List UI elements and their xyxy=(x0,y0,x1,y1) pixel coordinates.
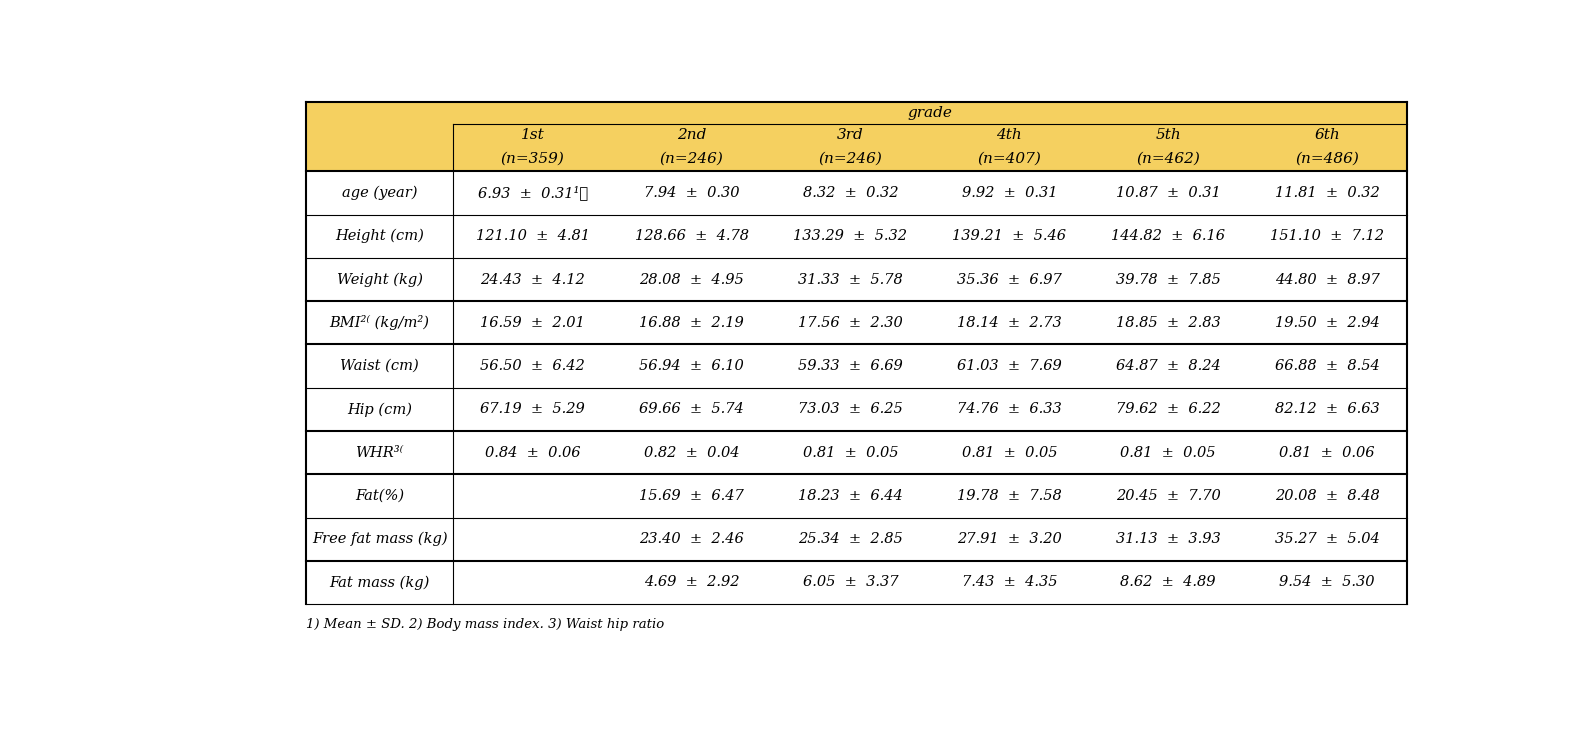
Text: 121.10  ±  4.81: 121.10 ± 4.81 xyxy=(476,229,589,243)
Text: Height (cm): Height (cm) xyxy=(335,229,423,243)
Text: 44.80  ±  8.97: 44.80 ± 8.97 xyxy=(1275,273,1379,287)
Text: 128.66  ±  4.78: 128.66 ± 4.78 xyxy=(635,229,749,243)
Text: 7.94  ±  0.30: 7.94 ± 0.30 xyxy=(643,186,739,200)
Text: 79.62  ±  6.22: 79.62 ± 6.22 xyxy=(1115,402,1221,416)
Bar xyxy=(307,431,1406,474)
Text: 67.19  ±  5.29: 67.19 ± 5.29 xyxy=(480,402,585,416)
Text: 74.76  ±  6.33: 74.76 ± 6.33 xyxy=(957,402,1062,416)
Text: (n=462): (n=462) xyxy=(1136,152,1201,166)
Text: 25.34  ±  2.85: 25.34 ± 2.85 xyxy=(798,532,902,546)
Text: 8.32  ±  0.32: 8.32 ± 0.32 xyxy=(803,186,897,200)
Text: (n=407): (n=407) xyxy=(978,152,1041,166)
Text: 20.08  ±  8.48: 20.08 ± 8.48 xyxy=(1275,489,1379,503)
Text: (n=246): (n=246) xyxy=(818,152,882,166)
Text: 2nd: 2nd xyxy=(676,128,706,142)
Text: 82.12  ±  6.63: 82.12 ± 6.63 xyxy=(1275,402,1379,416)
Text: 7.43  ±  4.35: 7.43 ± 4.35 xyxy=(962,576,1057,589)
Text: 28.08  ±  4.95: 28.08 ± 4.95 xyxy=(640,273,744,287)
Text: 18.23  ±  6.44: 18.23 ± 6.44 xyxy=(798,489,902,503)
Text: age (year): age (year) xyxy=(341,186,417,200)
Text: 3rd: 3rd xyxy=(837,128,864,142)
Text: 59.33  ±  6.69: 59.33 ± 6.69 xyxy=(798,359,902,373)
Text: 144.82  ±  6.16: 144.82 ± 6.16 xyxy=(1111,229,1224,243)
Text: 6.93  ±  0.31¹⧩: 6.93 ± 0.31¹⧩ xyxy=(477,185,588,201)
Text: 9.54  ±  5.30: 9.54 ± 5.30 xyxy=(1280,576,1375,589)
Bar xyxy=(307,345,1406,388)
Text: 56.50  ±  6.42: 56.50 ± 6.42 xyxy=(480,359,585,373)
Text: 8.62  ±  4.89: 8.62 ± 4.89 xyxy=(1120,576,1217,589)
Text: 18.14  ±  2.73: 18.14 ± 2.73 xyxy=(957,316,1062,330)
Text: 17.56  ±  2.30: 17.56 ± 2.30 xyxy=(798,316,902,330)
Text: 73.03  ±  6.25: 73.03 ± 6.25 xyxy=(798,402,902,416)
Text: 4th: 4th xyxy=(997,128,1022,142)
Text: 10.87  ±  0.31: 10.87 ± 0.31 xyxy=(1115,186,1221,200)
Bar xyxy=(307,388,1406,431)
Text: WHR³⁽: WHR³⁽ xyxy=(356,445,404,459)
Text: 9.92  ±  0.31: 9.92 ± 0.31 xyxy=(962,186,1057,200)
Text: 31.33  ±  5.78: 31.33 ± 5.78 xyxy=(798,273,902,287)
Bar xyxy=(307,301,1406,345)
Text: Fat mass (kg): Fat mass (kg) xyxy=(330,576,430,589)
Text: 20.45  ±  7.70: 20.45 ± 7.70 xyxy=(1115,489,1221,503)
Text: 0.81  ±  0.05: 0.81 ± 0.05 xyxy=(803,445,897,459)
Text: 64.87  ±  8.24: 64.87 ± 8.24 xyxy=(1115,359,1221,373)
Text: 23.40  ±  2.46: 23.40 ± 2.46 xyxy=(640,532,744,546)
Text: 0.81  ±  0.06: 0.81 ± 0.06 xyxy=(1280,445,1375,459)
Bar xyxy=(307,561,1406,604)
Bar xyxy=(307,474,1406,517)
Text: 35.36  ±  6.97: 35.36 ± 6.97 xyxy=(957,273,1062,287)
Text: 5th: 5th xyxy=(1155,128,1182,142)
Text: 18.85  ±  2.83: 18.85 ± 2.83 xyxy=(1115,316,1221,330)
Bar xyxy=(307,171,1406,215)
Text: 139.21  ±  5.46: 139.21 ± 5.46 xyxy=(953,229,1066,243)
Text: Fat(%): Fat(%) xyxy=(356,489,404,503)
Text: BMI²⁽ (kg/m²): BMI²⁽ (kg/m²) xyxy=(330,315,430,330)
Text: 0.81  ±  0.05: 0.81 ± 0.05 xyxy=(1120,445,1217,459)
Text: (n=486): (n=486) xyxy=(1296,152,1359,166)
Text: 31.13  ±  3.93: 31.13 ± 3.93 xyxy=(1115,532,1221,546)
Text: 19.78  ±  7.58: 19.78 ± 7.58 xyxy=(957,489,1062,503)
Text: 16.59  ±  2.01: 16.59 ± 2.01 xyxy=(480,316,585,330)
Text: 1) Mean ± SD. 2) Body mass index. 3) Waist hip ratio: 1) Mean ± SD. 2) Body mass index. 3) Wai… xyxy=(307,618,664,631)
Text: 16.88  ±  2.19: 16.88 ± 2.19 xyxy=(640,316,744,330)
Text: 0.82  ±  0.04: 0.82 ± 0.04 xyxy=(643,445,739,459)
Text: 133.29  ±  5.32: 133.29 ± 5.32 xyxy=(793,229,907,243)
Text: 27.91  ±  3.20: 27.91 ± 3.20 xyxy=(957,532,1062,546)
Text: 6.05  ±  3.37: 6.05 ± 3.37 xyxy=(803,576,897,589)
Bar xyxy=(307,102,1406,171)
Bar xyxy=(307,517,1406,561)
Text: 0.81  ±  0.05: 0.81 ± 0.05 xyxy=(962,445,1057,459)
Text: 151.10  ±  7.12: 151.10 ± 7.12 xyxy=(1270,229,1384,243)
Text: (n=359): (n=359) xyxy=(501,152,564,166)
Text: 1st: 1st xyxy=(521,128,545,142)
Text: 11.81  ±  0.32: 11.81 ± 0.32 xyxy=(1275,186,1379,200)
Bar xyxy=(307,258,1406,301)
Text: 19.50  ±  2.94: 19.50 ± 2.94 xyxy=(1275,316,1379,330)
Text: 35.27  ±  5.04: 35.27 ± 5.04 xyxy=(1275,532,1379,546)
Text: 6th: 6th xyxy=(1315,128,1340,142)
Text: Weight (kg): Weight (kg) xyxy=(337,273,422,287)
Bar xyxy=(307,215,1406,258)
Text: 4.69  ±  2.92: 4.69 ± 2.92 xyxy=(643,576,739,589)
Text: grade: grade xyxy=(907,106,953,120)
Text: (n=246): (n=246) xyxy=(659,152,724,166)
Text: 0.84  ±  0.06: 0.84 ± 0.06 xyxy=(485,445,580,459)
Text: 56.94  ±  6.10: 56.94 ± 6.10 xyxy=(640,359,744,373)
Text: Free fat mass (kg): Free fat mass (kg) xyxy=(311,532,447,546)
Text: Waist (cm): Waist (cm) xyxy=(340,359,419,373)
Text: 24.43  ±  4.12: 24.43 ± 4.12 xyxy=(480,273,585,287)
Text: 15.69  ±  6.47: 15.69 ± 6.47 xyxy=(640,489,744,503)
Text: Hip (cm): Hip (cm) xyxy=(348,402,412,417)
Text: 66.88  ±  8.54: 66.88 ± 8.54 xyxy=(1275,359,1379,373)
Text: 61.03  ±  7.69: 61.03 ± 7.69 xyxy=(957,359,1062,373)
Text: 69.66  ±  5.74: 69.66 ± 5.74 xyxy=(640,402,744,416)
Text: 39.78  ±  7.85: 39.78 ± 7.85 xyxy=(1115,273,1221,287)
